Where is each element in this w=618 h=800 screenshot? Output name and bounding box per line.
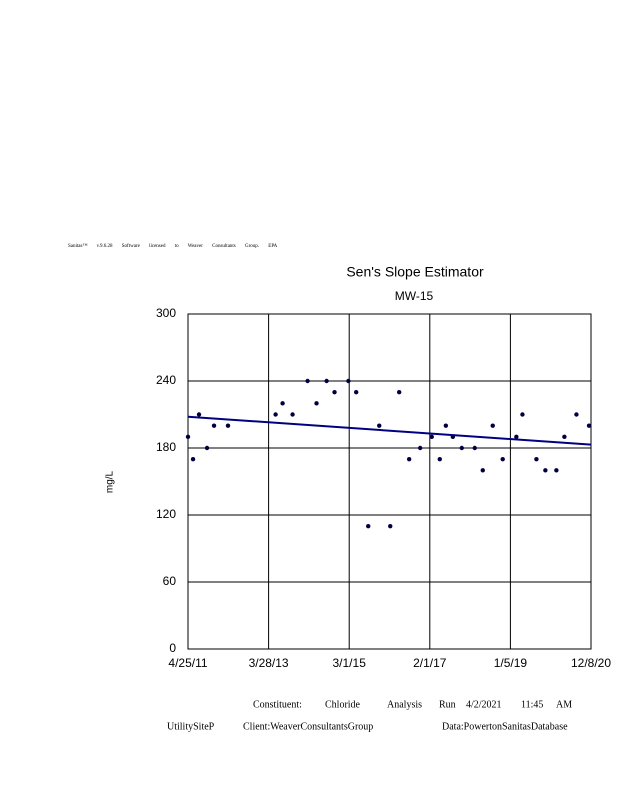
data-point bbox=[290, 412, 295, 417]
data-point bbox=[280, 401, 285, 406]
data-point bbox=[514, 434, 519, 440]
x-tick-label: 12/8/20 bbox=[571, 656, 611, 670]
chart-subtitle: MW-15 bbox=[395, 289, 434, 303]
trend-line bbox=[187, 415, 592, 446]
data-point bbox=[586, 423, 592, 428]
data-point bbox=[554, 468, 559, 473]
data-point bbox=[574, 412, 579, 417]
footer-text: Client:WeaverConsultantsGroup bbox=[243, 721, 373, 732]
footer-text: Constituent: bbox=[253, 699, 302, 710]
data-point bbox=[190, 456, 196, 462]
data-point bbox=[472, 445, 477, 451]
header-note: Sanitas™ v.9.6.28 Software licensed to W… bbox=[68, 243, 278, 249]
footer-text: AM bbox=[556, 699, 572, 710]
footer-text: Chloride bbox=[325, 699, 361, 710]
data-point bbox=[324, 378, 329, 384]
data-point bbox=[346, 378, 351, 384]
data-point bbox=[480, 468, 485, 473]
y-tick-label: 120 bbox=[156, 507, 176, 521]
data-point bbox=[520, 412, 525, 417]
data-point bbox=[437, 456, 442, 462]
y-axis-label: mg/L bbox=[105, 470, 116, 493]
y-tick-label: 240 bbox=[156, 373, 176, 387]
data-point bbox=[204, 445, 210, 451]
y-tick-label: 0 bbox=[169, 641, 176, 655]
data-point bbox=[534, 456, 539, 462]
data-point bbox=[543, 468, 548, 473]
data-point bbox=[443, 423, 449, 428]
data-point bbox=[185, 434, 191, 440]
data-point bbox=[366, 523, 371, 529]
data-point bbox=[353, 389, 359, 395]
data-point bbox=[225, 423, 231, 428]
data-point bbox=[406, 456, 412, 462]
x-tick-label: 2/1/17 bbox=[413, 656, 447, 670]
y-tick-label: 60 bbox=[163, 574, 177, 588]
data-point bbox=[459, 445, 464, 451]
x-tick-label: 3/1/15 bbox=[333, 656, 367, 670]
footer-text: 11:45 bbox=[521, 699, 543, 710]
data-point bbox=[332, 389, 337, 395]
data-point bbox=[377, 423, 382, 428]
data-point bbox=[273, 412, 278, 417]
footer-text: UtilitySiteP bbox=[167, 721, 215, 732]
chart-title: Sen's Slope Estimator bbox=[346, 264, 484, 280]
data-point bbox=[196, 412, 202, 417]
y-tick-label: 300 bbox=[156, 306, 176, 320]
data-point bbox=[211, 423, 217, 428]
footer-text: Data:PowertonSanitasDatabase bbox=[442, 721, 568, 732]
data-point bbox=[314, 401, 319, 406]
x-tick-label: 1/5/19 bbox=[494, 656, 528, 670]
footer-text: Run bbox=[439, 699, 456, 710]
data-point bbox=[396, 389, 402, 395]
data-point bbox=[305, 378, 310, 384]
data-point bbox=[429, 434, 434, 440]
data-point bbox=[490, 423, 495, 428]
data-point bbox=[417, 445, 423, 451]
footer-text: 4/2/2021 bbox=[466, 699, 502, 710]
x-tick-label: 4/25/11 bbox=[168, 656, 207, 670]
data-point bbox=[500, 456, 505, 462]
y-tick-label: 180 bbox=[156, 440, 176, 454]
x-tick-label: 3/28/13 bbox=[249, 656, 289, 670]
data-point bbox=[562, 434, 567, 440]
data-point bbox=[388, 523, 393, 529]
footer-text: Analysis bbox=[387, 699, 422, 710]
